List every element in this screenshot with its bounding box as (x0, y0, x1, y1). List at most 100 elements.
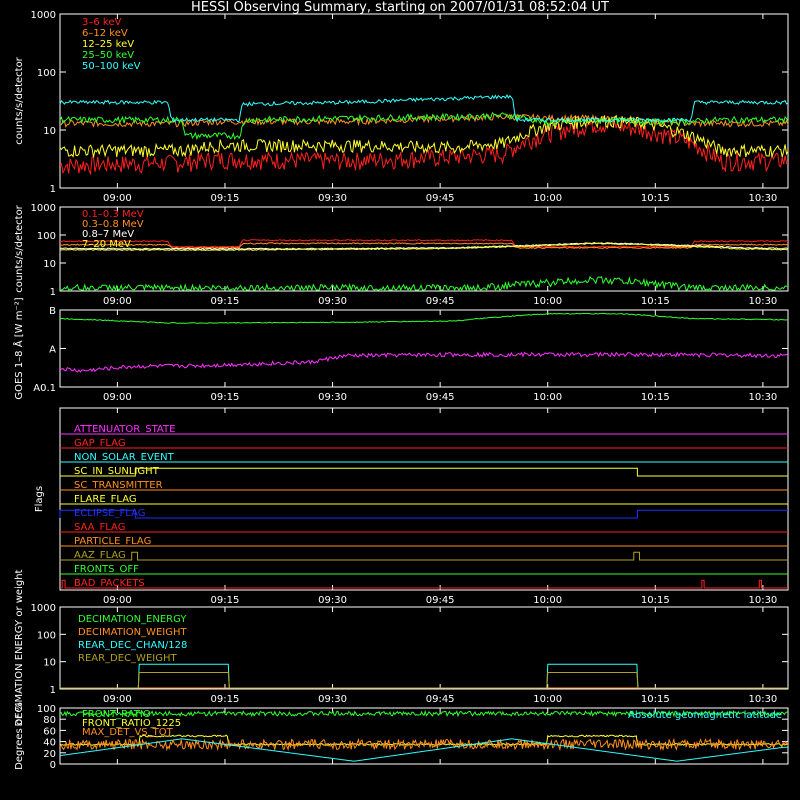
flag-line (59, 509, 788, 519)
series-line (59, 312, 789, 324)
y-tick-label: 1 (50, 184, 56, 195)
y-tick-label: 1 (50, 287, 56, 298)
y-tick-label: 40 (43, 738, 56, 749)
panel-0-frame (59, 13, 789, 189)
x-tick-label: 09:30 (318, 296, 347, 307)
series-line (59, 737, 789, 752)
y-axis-label: Flags (34, 486, 45, 512)
legend-entry: MAX_DET_VS_TOT (82, 727, 174, 738)
x-tick-label: 09:30 (318, 392, 347, 403)
x-tick-label: 09:45 (426, 193, 455, 204)
legend-entry: 25–50 keV (82, 50, 134, 61)
x-tick-label: 10:15 (641, 392, 670, 403)
y-tick-label: 1000 (31, 203, 56, 214)
panel-4-y-axis: 1 10 100 1000 DECIMATION ENERGY or weight (14, 569, 788, 726)
y-axis-label: GOES 1–8 Å [W m⁻²] (12, 297, 25, 399)
panel-5-frame (59, 707, 789, 765)
y-axis-label: Degrees or % (14, 702, 25, 770)
x-tick-label: 10:15 (641, 296, 670, 307)
series-line (60, 275, 789, 292)
series-line (59, 242, 788, 252)
x-tick-label: 09:00 (103, 392, 132, 403)
x-tick-label: 09:45 (426, 296, 455, 307)
panel-1-frame (59, 206, 789, 292)
legend-entry: 0.1–0.3 MeV (82, 209, 144, 220)
flag-line (60, 467, 788, 477)
x-tick-label: 09:00 (103, 595, 132, 606)
x-tick-label: 10:30 (748, 296, 777, 307)
legend-entry: 0.8–7 MeV (82, 229, 134, 240)
y-tick-label: 0 (50, 760, 56, 771)
y-tick-label: 10 (43, 259, 56, 270)
flag-line (60, 579, 788, 589)
x-tick-label: 10:30 (748, 595, 777, 606)
legend-entry: REAR_DEC_WEIGHT (78, 653, 177, 664)
panel-0-time-axis: 09:00 09:15 09:30 09:45 10:00 10:15 10:30 (103, 14, 777, 204)
x-tick-label: 10:30 (748, 392, 777, 403)
chart-title: HESSI Observing Summary, starting on 200… (191, 0, 609, 15)
y-tick-label: 100 (37, 630, 56, 641)
panel-2-y-axis: A0.1 A B GOES 1–8 Å [W m⁻²] (12, 297, 788, 400)
flag-label: PARTICLE_FLAG (74, 536, 151, 547)
series-line (59, 738, 788, 762)
y-tick-label: 100 (37, 704, 56, 715)
x-tick-label: 10:00 (533, 595, 562, 606)
y-tick-label: 1 (50, 685, 56, 696)
flag-label: SC_IN_SUNLIGHT (74, 466, 160, 477)
x-tick-label: 09:15 (211, 193, 240, 204)
series-line (60, 672, 788, 689)
panel-4-frame (59, 606, 789, 690)
panel-1-y-axis: 1 10 100 1000 counts/s/detector (14, 203, 788, 298)
flag-label: GAP_FLAG (74, 438, 126, 449)
y-tick-label: A0.1 (33, 383, 56, 394)
series-line (59, 242, 789, 250)
flag-label: ECLIPSE_FLAG (74, 508, 145, 519)
legend-entry: FRONT_RATIO_1225 (82, 718, 181, 729)
flag-label: SC_TRANSMITTER (74, 480, 163, 491)
flag-label: FLARE_FLAG (74, 494, 137, 505)
x-tick-label: 09:15 (211, 392, 240, 403)
x-tick-label: 09:30 (318, 694, 347, 705)
panel-3-frame (59, 407, 789, 591)
x-tick-label: 10:15 (641, 694, 670, 705)
y-tick-label: 1000 (31, 603, 56, 614)
legend-entry: REAR_DEC_CHAN/128 (78, 640, 187, 651)
panel-3-time-axis: 09:00 09:15 09:30 09:45 10:00 10:15 10:30 (103, 408, 777, 606)
y-tick-label: 100 (37, 231, 56, 242)
x-tick-label: 09:15 (211, 694, 240, 705)
x-tick-label: 09:15 (211, 296, 240, 307)
legend-entry: DECIMATION_ENERGY (78, 614, 187, 625)
panel-4-time-axis: 09:00 09:15 09:30 09:45 10:00 10:15 10:30 (103, 607, 777, 705)
legend-entry: Absolute geomagnetic latitude (628, 710, 782, 721)
panel-0-y-axis: 1 10 100 1000 counts/s/detector (14, 10, 788, 195)
y-tick-label: A (49, 345, 56, 356)
legend-entry: 50–100 keV (82, 61, 141, 72)
legend-entry: FRONT_RATIO (82, 709, 151, 720)
legend-entry: 0.3–0.8 MeV (82, 219, 144, 230)
y-axis-label: counts/s/detector (14, 56, 25, 144)
x-tick-label: 09:00 (103, 694, 132, 705)
flag-label: FRONTS_OFF (74, 564, 139, 575)
flag-label: BAD_PACKETS (74, 578, 145, 589)
legend-entry: 3–6 keV (82, 17, 121, 28)
y-axis-label: DECIMATION ENERGY or weight (14, 569, 25, 726)
series-line (59, 114, 789, 158)
x-tick-label: 10:00 (533, 193, 562, 204)
series-line (59, 351, 789, 373)
panel-4-legend: DECIMATION_ENERGY DECIMATION_WEIGHT REAR_D… (78, 614, 187, 664)
flag-label: AAZ_FLAG (74, 550, 126, 561)
series-line (59, 239, 789, 249)
panel-3-flags: Flags ATTENUATOR_STATE GAP_FLAG NON_SOLAR_E… (34, 424, 788, 589)
series-line (60, 663, 788, 689)
y-tick-label: 10 (43, 658, 56, 669)
x-tick-label: 09:00 (103, 296, 132, 307)
series-line (59, 93, 789, 123)
series-line (59, 242, 789, 250)
y-tick-label: 80 (43, 715, 56, 726)
x-tick-label: 10:00 (533, 694, 562, 705)
x-tick-label: 10:30 (748, 193, 777, 204)
flag-label: NON_SOLAR_EVENT (74, 452, 175, 463)
x-tick-label: 09:30 (318, 595, 347, 606)
